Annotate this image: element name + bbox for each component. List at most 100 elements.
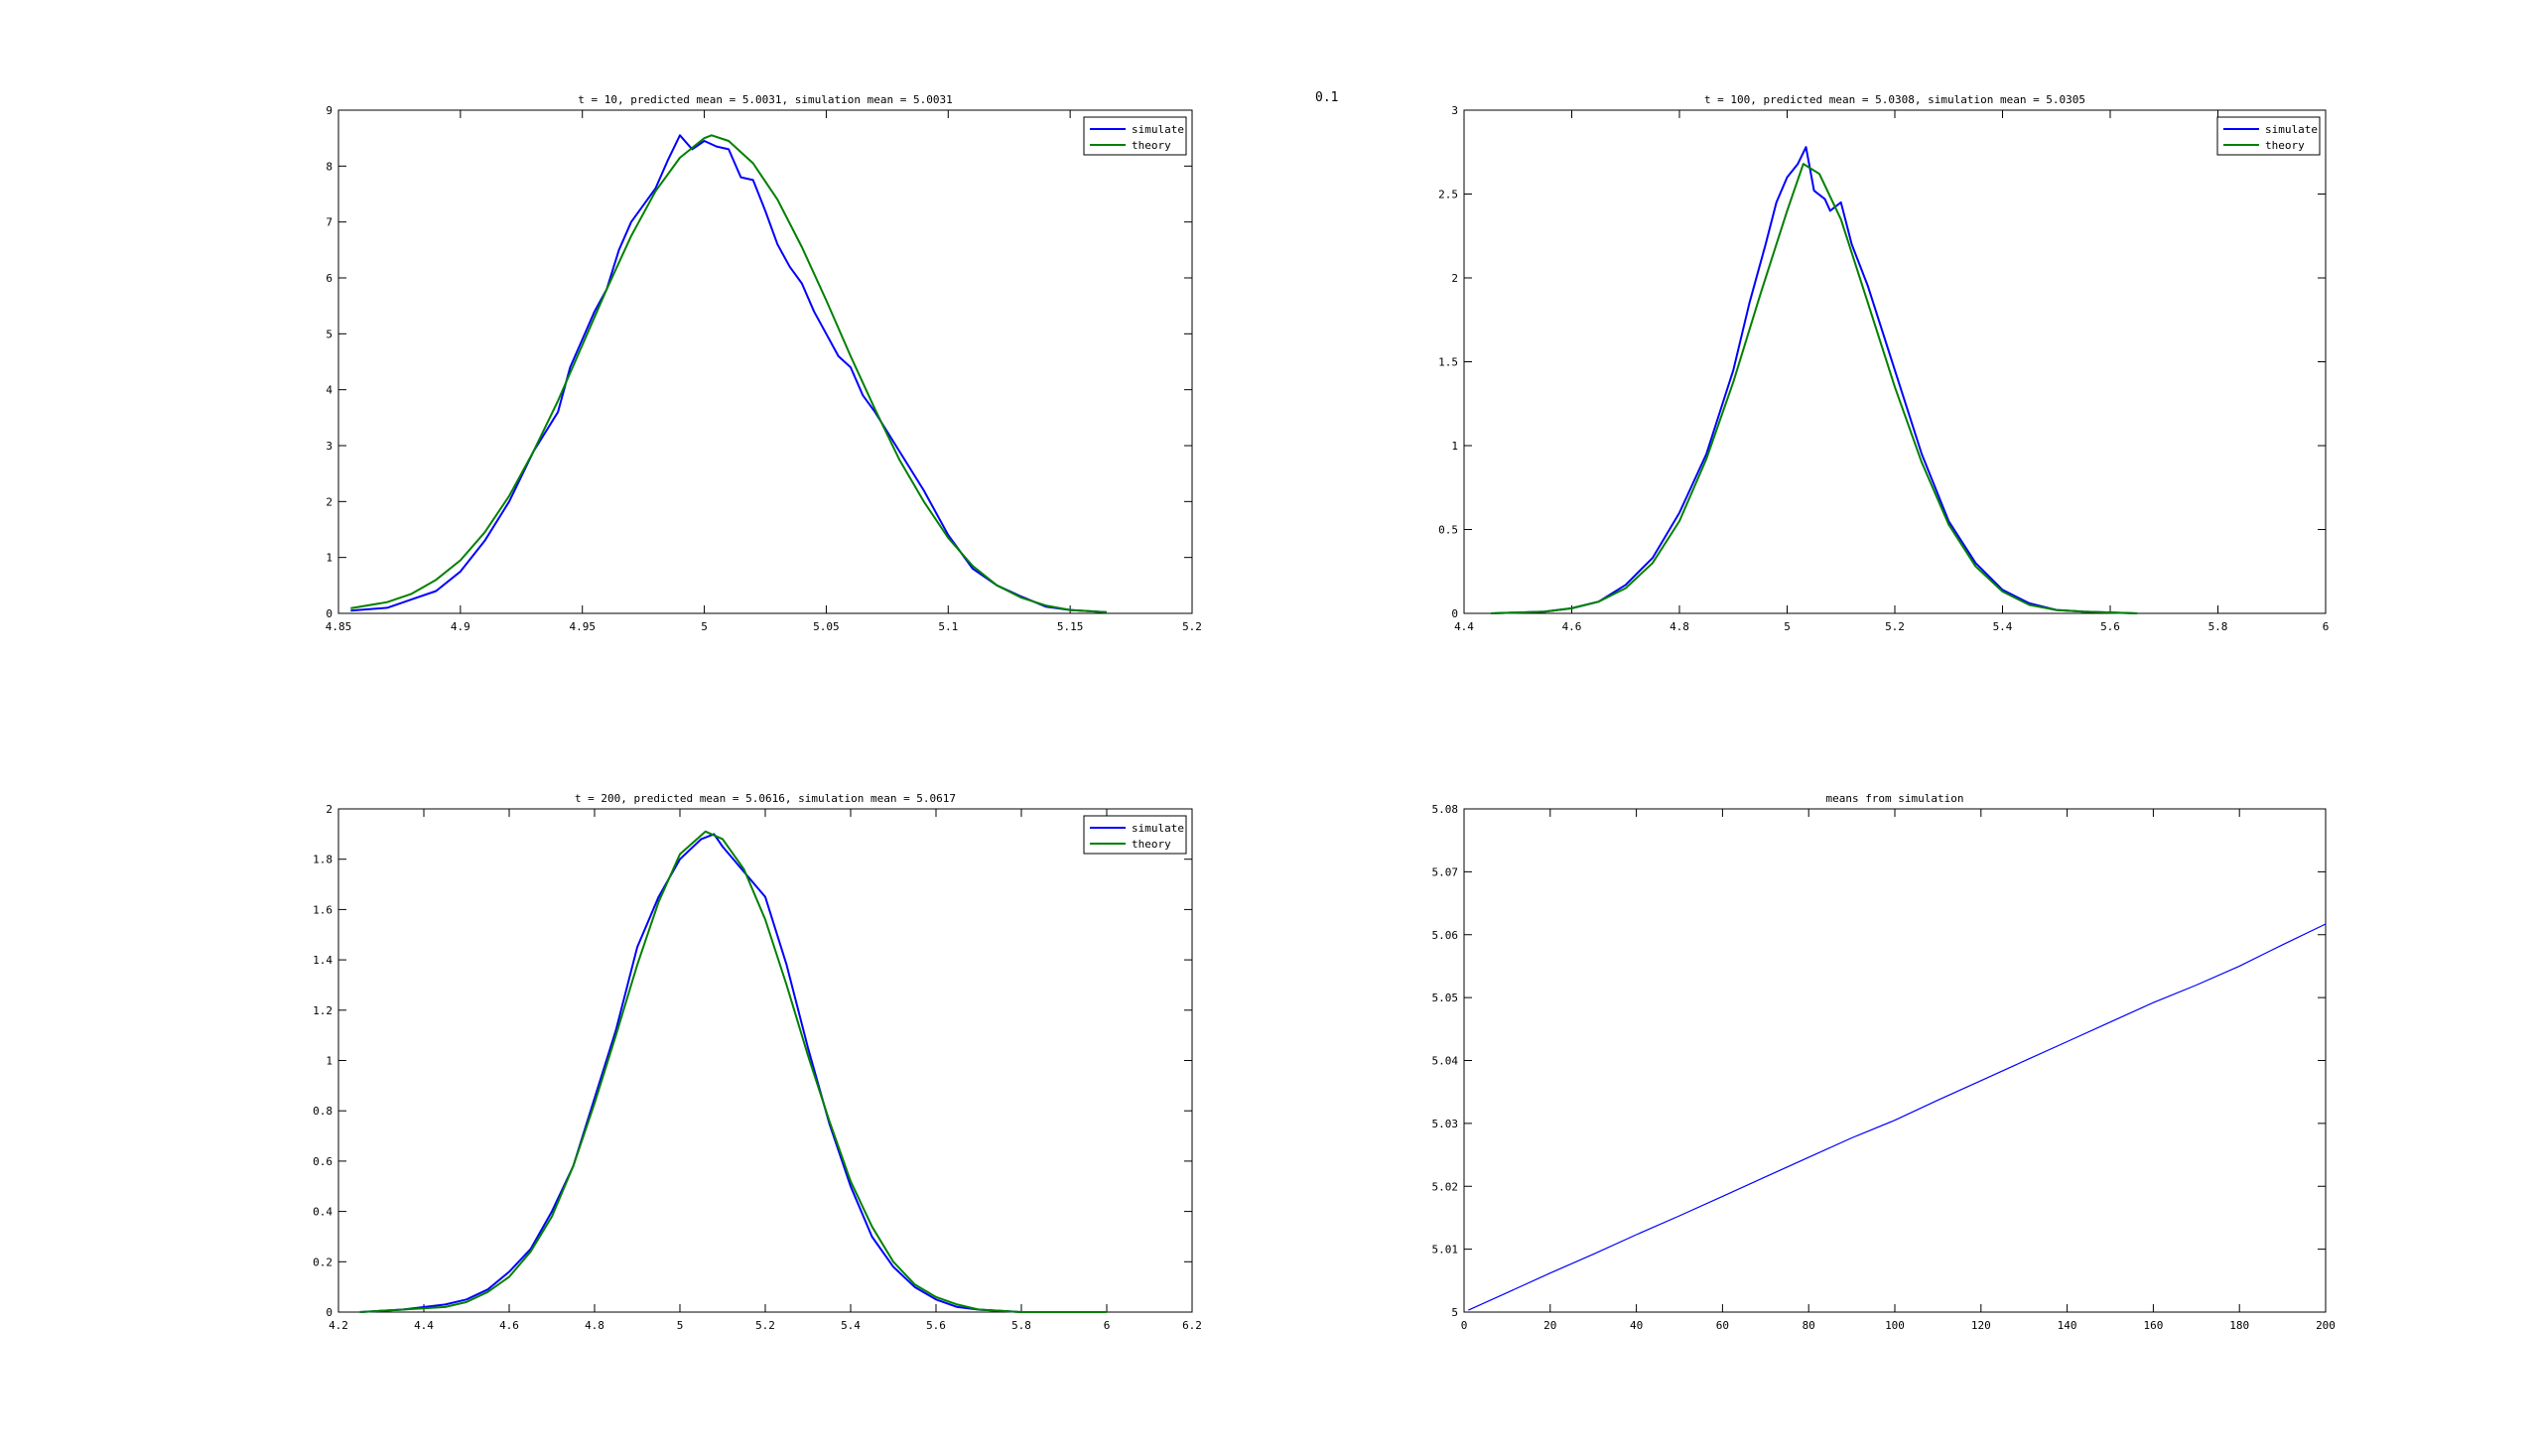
y-tick-label: 5.03 — [1432, 1118, 1459, 1130]
x-tick-label: 5 — [677, 1319, 684, 1332]
y-tick-label: 3 — [326, 440, 333, 453]
y-tick-label: 3 — [1451, 104, 1458, 117]
y-tick-label: 9 — [326, 104, 333, 117]
y-tick-label: 1 — [1451, 440, 1458, 453]
y-tick-label: 0.4 — [313, 1206, 333, 1219]
y-tick-label: 0.6 — [313, 1155, 333, 1168]
x-tick-label: 60 — [1716, 1319, 1729, 1332]
x-tick-label: 5.8 — [2208, 620, 2228, 633]
x-tick-label: 5 — [1784, 620, 1791, 633]
legend-box — [1083, 116, 1187, 156]
y-tick-label: 8 — [326, 160, 333, 173]
y-tick-label: 4 — [326, 384, 333, 397]
legend-label-theory: theory — [2265, 139, 2305, 152]
legend-label-simulate: simulate — [1132, 123, 1184, 136]
x-tick-label: 4.8 — [585, 1319, 604, 1332]
x-tick-label: 140 — [2058, 1319, 2077, 1332]
x-tick-label: 5 — [701, 620, 708, 633]
x-tick-label: 6 — [2323, 620, 2330, 633]
y-tick-label: 0.2 — [313, 1256, 333, 1268]
x-tick-label: 4.2 — [329, 1319, 348, 1332]
plot-area — [1463, 109, 2327, 614]
y-tick-label: 5.07 — [1432, 865, 1459, 878]
chart-title: t = 10, predicted mean = 5.0031, simulat… — [578, 93, 953, 106]
y-tick-label: 5.05 — [1432, 992, 1459, 1004]
subplot-t100: 4.4 4.6 4.8 5 5.2 5.4 5.6 5.8 6 0 0.5 1 1.5 2 2.5 3 t = … — [1438, 93, 2329, 633]
x-tick-label: 4.8 — [1670, 620, 1689, 633]
plot-area — [337, 109, 1193, 614]
y-tick-label: 0.8 — [313, 1105, 333, 1118]
y-tick-label: 5.06 — [1432, 929, 1459, 942]
y-tick-label: 2 — [326, 803, 333, 816]
x-tick-label: 5.2 — [1885, 620, 1905, 633]
x-tick-label: 4.4 — [414, 1319, 434, 1332]
x-tick-label: 6.2 — [1182, 1319, 1202, 1332]
x-tick-label: 5.6 — [926, 1319, 946, 1332]
x-tick-label: 160 — [2143, 1319, 2163, 1332]
y-tick-label: 2 — [326, 495, 333, 508]
subplot-t200: 4.2 4.4 4.6 4.8 5 5.2 5.4 5.6 5.8 6 6.2 0 0.2 0.4 0.6 0… — [313, 792, 1202, 1332]
x-tick-label: 0 — [1461, 1319, 1468, 1332]
x-tick-label: 5.8 — [1011, 1319, 1031, 1332]
legend-box — [2216, 116, 2321, 156]
x-tick-label: 120 — [1971, 1319, 1991, 1332]
subplot-means: 0 20 40 60 80 100 120 140 160 180 200 5 5.01 5.02 5.03… — [1432, 792, 2336, 1332]
series-line-simulate — [359, 833, 1107, 1313]
y-tick-label: 1 — [326, 552, 333, 565]
x-tick-label: 4.6 — [499, 1319, 519, 1332]
y-tick-label: 1.4 — [313, 954, 333, 967]
y-tick-label: 6 — [326, 272, 333, 285]
legend-label-theory: theory — [1132, 838, 1171, 851]
legend-label-simulate: simulate — [1132, 822, 1184, 835]
x-tick-label: 5.2 — [1182, 620, 1202, 633]
y-tick-label: 5 — [1451, 1306, 1458, 1319]
x-tick-label: 4.4 — [1454, 620, 1474, 633]
y-tick-label: 2 — [1451, 272, 1458, 285]
y-tick-label: 2.5 — [1438, 189, 1458, 201]
y-tick-label: 7 — [326, 216, 333, 229]
x-tick-label: 40 — [1630, 1319, 1643, 1332]
x-tick-label: 5.6 — [2100, 620, 2120, 633]
y-tick-label: 1.2 — [313, 1004, 333, 1017]
legend-label-theory: theory — [1132, 139, 1171, 152]
x-tick-label: 5.4 — [841, 1319, 861, 1332]
chart-title: t = 200, predicted mean = 5.0616, simula… — [575, 792, 956, 805]
y-tick-label: 5.01 — [1432, 1244, 1459, 1257]
y-tick-label: 0 — [326, 1306, 333, 1319]
legend-box — [1083, 815, 1187, 855]
y-tick-label: 1 — [326, 1055, 333, 1068]
y-tick-label: 0 — [326, 607, 333, 620]
y-tick-label: 5 — [326, 328, 333, 340]
y-tick-label: 1.6 — [313, 903, 333, 916]
x-tick-label: 5.2 — [755, 1319, 775, 1332]
x-tick-label: 180 — [2229, 1319, 2249, 1332]
chart-title: t = 100, predicted mean = 5.0308, simula… — [1704, 93, 2085, 106]
series-line — [1468, 923, 2327, 1311]
plot-area — [337, 808, 1193, 1313]
y-tick-label: 5.08 — [1432, 803, 1459, 816]
x-tick-label: 6 — [1104, 1319, 1111, 1332]
x-tick-label: 200 — [2316, 1319, 2336, 1332]
x-tick-label: 80 — [1803, 1319, 1815, 1332]
y-tick-label: 0 — [1451, 607, 1458, 620]
y-tick-label: 1.5 — [1438, 356, 1458, 369]
x-tick-label: 5.1 — [938, 620, 958, 633]
y-tick-label: 5.04 — [1432, 1055, 1459, 1068]
series-line-theory — [359, 830, 1107, 1313]
x-tick-label: 5.05 — [813, 620, 840, 633]
x-tick-label: 100 — [1885, 1319, 1905, 1332]
x-tick-label: 4.6 — [1562, 620, 1582, 633]
series-line-theory — [1491, 163, 2138, 614]
x-tick-label: 4.9 — [451, 620, 470, 633]
series-line-theory — [350, 134, 1108, 613]
chart-title: means from simulation — [1825, 792, 1963, 805]
subplot-t10: 4.85 4.9 4.95 5 5.05 5.1 5.15 5.2 0 1 2 3 4 5 6 7 8 9 t = … — [326, 93, 1202, 633]
stray-label: 0.1 — [1315, 90, 1339, 105]
x-tick-label: 4.95 — [569, 620, 596, 633]
y-tick-label: 5.02 — [1432, 1180, 1459, 1193]
y-tick-label: 1.8 — [313, 854, 333, 866]
plot-area — [1463, 808, 2327, 1313]
x-tick-label: 20 — [1543, 1319, 1556, 1332]
x-tick-label: 4.85 — [326, 620, 352, 633]
